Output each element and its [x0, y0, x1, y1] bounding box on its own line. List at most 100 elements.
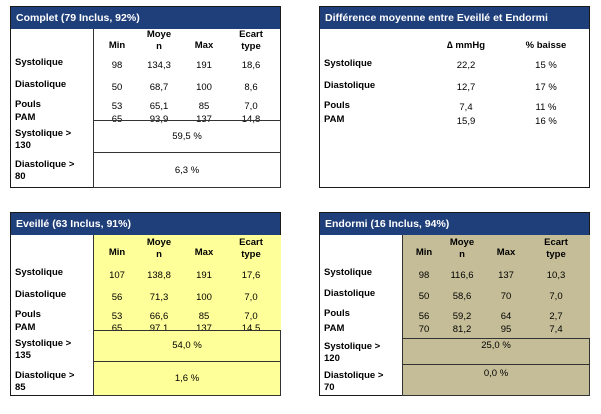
threshold-diastolique-label: Diastolique > 85 — [15, 370, 74, 394]
panel-endormi: Endormi (16 Inclus, 94%) Min Moye n Max … — [319, 212, 590, 396]
cell-min: 65 — [104, 114, 130, 125]
cell-delta: 12,7 — [456, 82, 476, 93]
col-header-moyen-l2: n — [459, 249, 465, 260]
threshold-label-l2: 120 — [324, 353, 340, 364]
cell-delta: 7,4 — [459, 102, 473, 113]
row-label-pam: PAM — [324, 323, 345, 334]
cell-delta: 15,9 — [456, 116, 476, 127]
row-label-pam: PAM — [324, 114, 345, 125]
col-header-moyen-l1: Moye — [146, 29, 172, 40]
col-header-moyen-l2: n — [156, 249, 162, 260]
col-header-min: Min — [108, 247, 126, 258]
cell-moyen: 68,7 — [149, 82, 169, 93]
threshold-diastolique-label: Diastolique > 80 — [15, 159, 74, 183]
row-label-pouls: Pouls — [15, 309, 41, 320]
cell-min: 65 — [111, 323, 123, 334]
panel-complet: Complet (79 Inclus, 92%) Min Moye n Max … — [10, 6, 281, 188]
cell-max: 100 — [196, 292, 212, 303]
cell-ecart: 7,0 — [549, 291, 563, 302]
panel-endormi-title: Endormi (16 Inclus, 94%) — [320, 213, 589, 235]
cell-ecart: 10,3 — [546, 270, 566, 281]
col-header-min: Min — [108, 40, 126, 51]
panel-difference-title: Différence moyenne entre Eveillé et Endo… — [320, 7, 589, 29]
panel-eveille-title: Eveillé (63 Inclus, 91%) — [11, 213, 280, 235]
cell-moyen: 65,1 — [149, 101, 169, 112]
cell-moyen: 97,1 — [149, 323, 169, 334]
threshold-systolique-value-cell: 59,5 % — [93, 120, 281, 153]
panel-complet-title: Complet (79 Inclus, 92%) — [11, 7, 280, 29]
cell-baisse: 11 % — [535, 102, 557, 113]
cell-max: 100 — [196, 82, 212, 93]
col-header-moyen-l1: Moye — [449, 237, 475, 248]
cell-baisse: 16 % — [535, 116, 557, 127]
threshold-diastolique-value-cell: 0,0 % — [402, 364, 590, 396]
cell-ecart: 14,5 — [241, 323, 261, 334]
threshold-label-l2: 85 — [15, 382, 26, 393]
panel-eveille: Eveillé (63 Inclus, 91%) Min Moye n Max … — [10, 212, 281, 396]
grid-divider — [93, 235, 94, 330]
threshold-label-l1: Systolique > — [15, 128, 72, 139]
cell-min: 107 — [109, 270, 125, 281]
threshold-diastolique-value: 1,6 % — [174, 373, 200, 384]
cell-min: 50 — [111, 82, 123, 93]
col-header-ecart-l1: Ecart — [239, 29, 263, 40]
col-header-moyen-l1: Moye — [146, 237, 172, 248]
grid-divider — [402, 235, 403, 339]
col-header-ecart-l1: Ecart — [239, 237, 263, 248]
col-header-moyen: Moye n — [141, 237, 177, 261]
cell-max: 137 — [196, 323, 212, 334]
row-label-systolique: Systolique — [324, 267, 373, 278]
row-label-pam: PAM — [15, 322, 36, 333]
threshold-label-l1: Systolique > — [15, 338, 72, 349]
cell-ecart: 7,0 — [244, 101, 258, 112]
cell-min: 53 — [111, 101, 123, 112]
threshold-label-l2: 70 — [324, 382, 335, 393]
col-header-delta: ∆ mmHg — [446, 40, 485, 51]
cell-moyen: 59,2 — [452, 311, 472, 322]
cell-ecart: 7,0 — [244, 311, 258, 322]
cell-min: 56 — [111, 292, 123, 303]
row-label-systolique: Systolique — [324, 58, 373, 69]
col-header-max: Max — [194, 247, 214, 258]
threshold-systolique-value: 25,0 % — [481, 340, 511, 351]
cell-min: 50 — [418, 291, 430, 302]
col-header-ecart-l2: type — [241, 41, 261, 52]
cell-max: 85 — [198, 311, 210, 322]
endormi-data-area — [402, 235, 590, 339]
cell-max: 64 — [500, 311, 512, 322]
col-header-ecart-l2: type — [546, 249, 566, 260]
cell-ecart: 7,0 — [244, 292, 258, 303]
row-label-pouls: Pouls — [15, 99, 41, 110]
cell-ecart: 2,7 — [549, 311, 563, 322]
threshold-label-l2: 130 — [15, 140, 31, 151]
cell-ecart: 18,6 — [241, 60, 261, 71]
col-header-ecart: Ecart type — [233, 29, 269, 53]
cell-ecart: 14,8 — [233, 114, 269, 125]
cell-moyen: 93,9 — [141, 114, 177, 125]
threshold-label-l1: Systolique > — [324, 341, 381, 352]
row-label-pam: PAM — [15, 112, 36, 123]
cell-min: 70 — [418, 324, 430, 335]
cell-moyen: 66,6 — [149, 311, 169, 322]
cell-moyen: 81,2 — [452, 324, 472, 335]
threshold-systolique-label: Systolique > 130 — [15, 128, 71, 152]
row-label-diastolique: Diastolique — [15, 79, 67, 90]
col-header-moyen: Moye n — [141, 29, 177, 53]
row-label-systolique: Systolique — [15, 57, 64, 68]
cell-min: 56 — [418, 311, 430, 322]
threshold-label-l1: Diastolique > — [15, 159, 75, 170]
threshold-label-l2: 135 — [15, 350, 31, 361]
threshold-label-l2: 80 — [15, 171, 26, 182]
cell-max: 137 — [498, 270, 514, 281]
threshold-diastolique-value-cell: 6,3 % — [93, 152, 281, 188]
cell-delta: 22,2 — [456, 60, 476, 71]
cell-max: 137 — [189, 114, 219, 125]
cell-moyen: 138,8 — [147, 270, 171, 281]
col-header-ecart: Ecart type — [233, 237, 269, 261]
col-header-ecart-l2: type — [241, 249, 261, 260]
col-header-ecart: Ecart type — [538, 237, 574, 261]
cell-max: 70 — [500, 291, 512, 302]
threshold-label-l1: Diastolique > — [324, 370, 384, 381]
panel-difference: Différence moyenne entre Eveillé et Endo… — [319, 6, 590, 188]
row-label-diastolique: Diastolique — [324, 288, 376, 299]
